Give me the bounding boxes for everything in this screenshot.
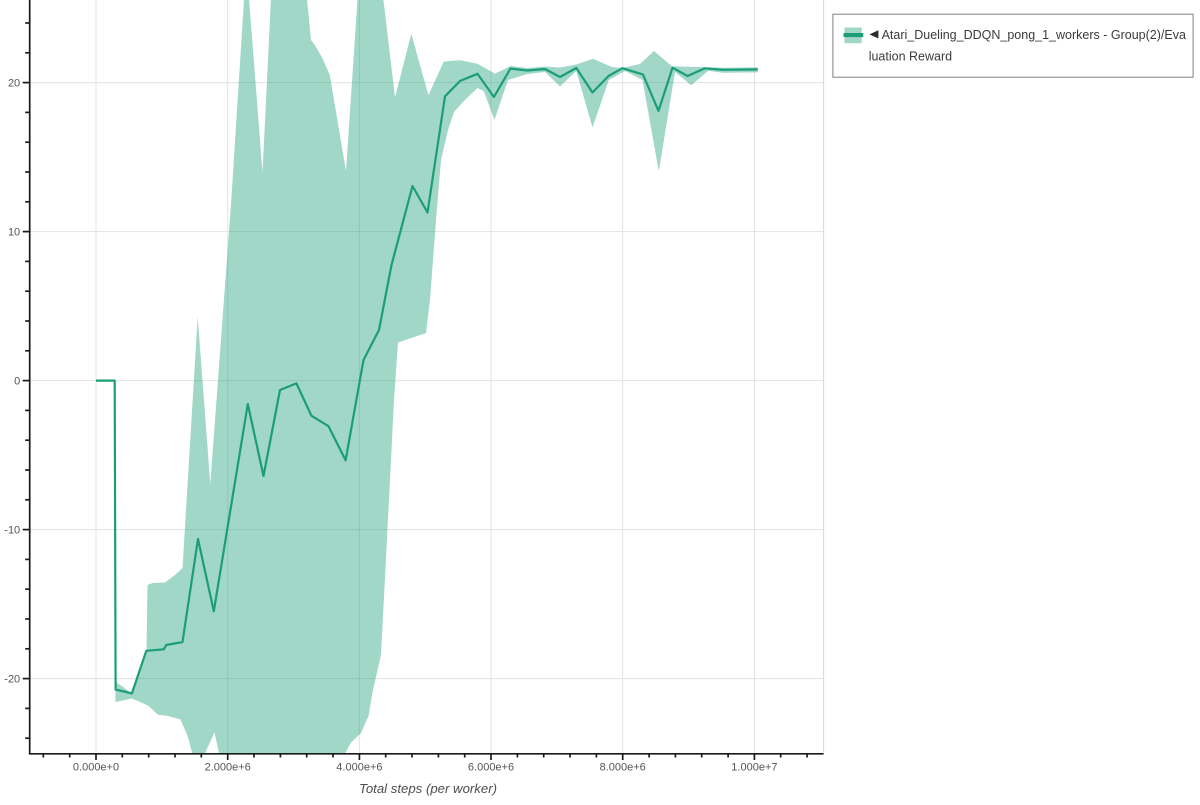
svg-text:8.000e+6: 8.000e+6 <box>600 762 646 774</box>
svg-text:6.000e+6: 6.000e+6 <box>468 762 514 774</box>
svg-text:-10: -10 <box>4 524 20 536</box>
svg-text:10: 10 <box>8 226 20 238</box>
svg-text:4.000e+6: 4.000e+6 <box>336 762 382 774</box>
svg-text:Total steps (per worker): Total steps (per worker) <box>359 781 497 796</box>
svg-text:0: 0 <box>14 375 20 387</box>
svg-text:Atari_Dueling_DDQN_pong_1_work: Atari_Dueling_DDQN_pong_1_workers - Grou… <box>882 28 1186 42</box>
svg-text:20: 20 <box>8 77 20 89</box>
svg-text:luation Reward: luation Reward <box>869 50 952 64</box>
svg-text:0.000e+0: 0.000e+0 <box>73 762 119 774</box>
svg-text:1.000e+7: 1.000e+7 <box>731 762 777 774</box>
svg-text:2.000e+6: 2.000e+6 <box>205 762 251 774</box>
svg-text:-20: -20 <box>4 673 20 685</box>
